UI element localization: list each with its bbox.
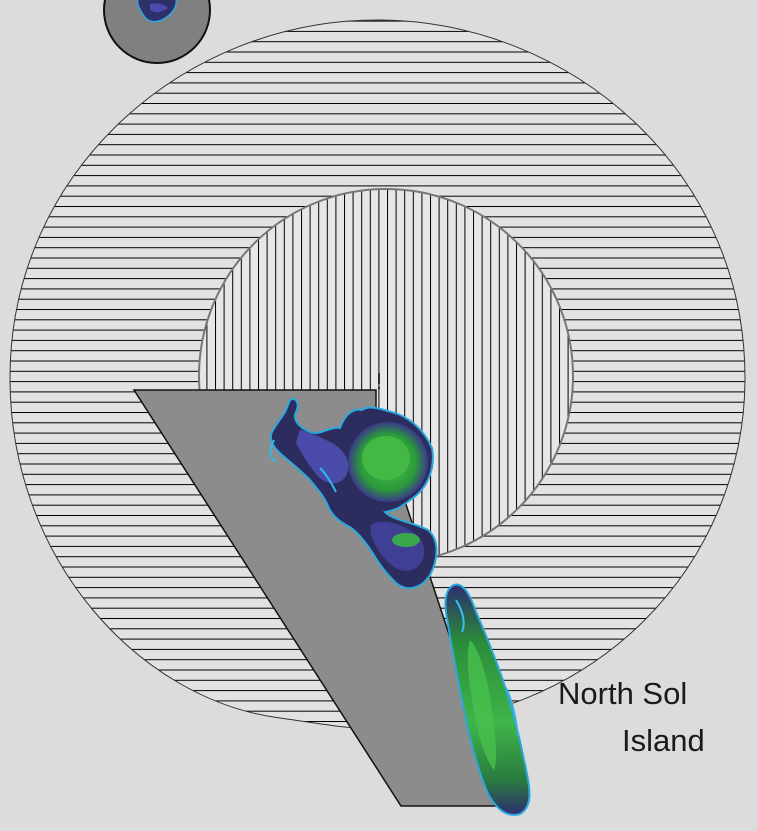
small-zone-circle [103,0,211,64]
island-upper [269,398,438,590]
island-lower [444,583,531,816]
grey-polygon [132,389,508,807]
marker-exclamation [378,373,380,389]
map-label-line1: North Sol [558,676,688,711]
map-label-line2: Island [622,723,705,758]
